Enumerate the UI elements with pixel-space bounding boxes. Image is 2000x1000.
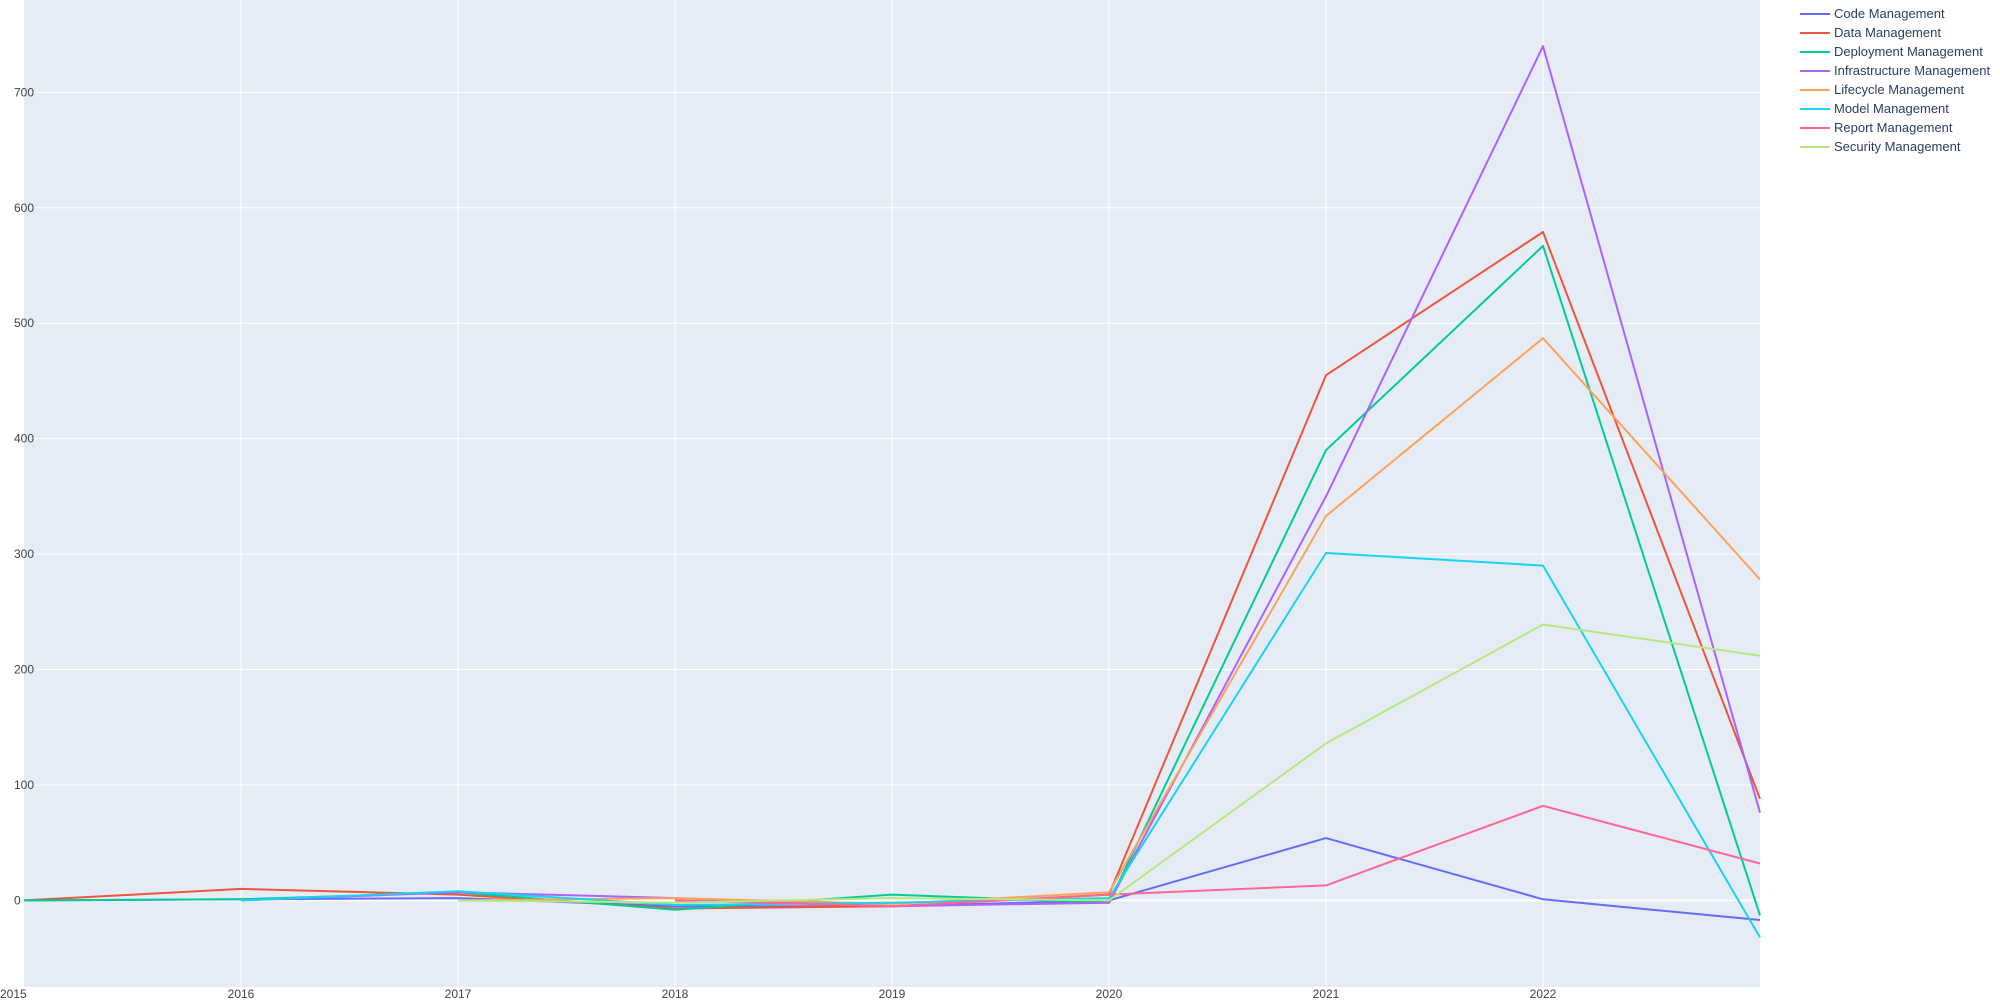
legend-label: Code Management [1834,6,1945,21]
x-axis-tick-labels: 2015 2016 2017 2018 2019 2020 2021 2022 [0,987,1557,1000]
legend-label: Model Management [1834,101,1949,116]
y-tick-label: 100 [14,778,34,792]
x-gridlines [240,0,1544,987]
legend-item[interactable]: Infrastructure Management [1800,63,1990,78]
y-tick-label: 0 [14,893,21,907]
legend-label: Report Management [1834,120,1953,135]
x-tick-label: 2021 [1313,987,1340,1000]
y-tick-label: 400 [14,432,34,446]
legend-item[interactable]: Data Management [1800,25,1941,40]
legend-label: Infrastructure Management [1834,63,1990,78]
legend[interactable]: Code Management Data Management Deployment… [1800,6,1990,154]
y-gridlines [24,91,1760,902]
series-line[interactable] [457,623,1761,904]
series-line[interactable] [674,804,1761,908]
x-tick-label: 2022 [1530,987,1557,1000]
legend-item[interactable]: Code Management [1800,6,1945,21]
series-line[interactable] [457,337,1761,905]
legend-label: Data Management [1834,25,1941,40]
legend-item[interactable]: Report Management [1800,120,1953,135]
y-tick-label: 600 [14,201,34,215]
x-tick-label: 2018 [662,987,689,1000]
legend-label: Lifecycle Management [1834,82,1964,97]
x-tick-label: 2015 [0,987,27,1000]
y-tick-label: 200 [14,663,34,677]
legend-item[interactable]: Lifecycle Management [1800,82,1964,97]
legend-label: Security Management [1834,139,1961,154]
legend-item[interactable]: Security Management [1800,139,1961,154]
y-axis-tick-labels: 0 100 200 300 400 500 600 700 [14,85,34,907]
legend-item[interactable]: Deployment Management [1800,44,1983,59]
x-tick-label: 2017 [445,987,472,1000]
y-tick-label: 300 [14,547,34,561]
series-lines [23,45,1761,938]
y-tick-label: 500 [14,316,34,330]
legend-label: Deployment Management [1834,44,1983,59]
x-tick-label: 2019 [879,987,906,1000]
y-tick-label: 700 [14,85,34,99]
x-tick-label: 2016 [228,987,255,1000]
legend-item[interactable]: Model Management [1800,101,1949,116]
x-tick-label: 2020 [1096,987,1123,1000]
